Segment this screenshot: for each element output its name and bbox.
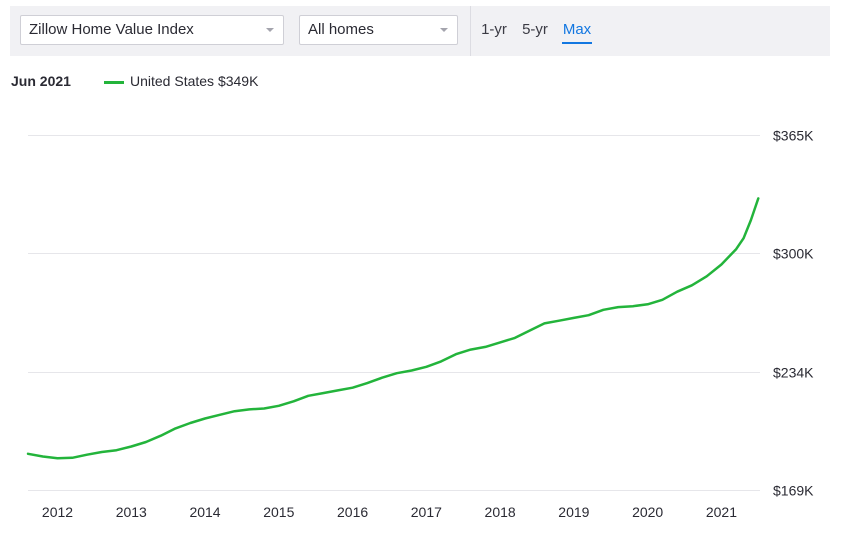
range-tab-max[interactable]: Max bbox=[562, 20, 592, 44]
index-select-value: Zillow Home Value Index bbox=[29, 21, 194, 38]
x-tick-label: 2012 bbox=[42, 504, 73, 520]
x-tick-label: 2017 bbox=[411, 504, 442, 520]
home-type-select[interactable]: All homes bbox=[299, 15, 458, 45]
series-line bbox=[26, 197, 760, 460]
y-tick-label: $300K bbox=[773, 246, 814, 262]
x-tick-label: 2016 bbox=[337, 504, 368, 520]
range-tab-1yr[interactable]: 1-yr bbox=[481, 21, 507, 38]
x-tick-label: 2015 bbox=[263, 504, 294, 520]
y-tick-label: $169K bbox=[773, 483, 814, 499]
legend-swatch bbox=[104, 81, 124, 84]
y-tick-label: $365K bbox=[773, 128, 814, 144]
index-select[interactable]: Zillow Home Value Index bbox=[20, 15, 284, 45]
toolbar-divider bbox=[470, 6, 471, 56]
x-tick-label: 2013 bbox=[116, 504, 147, 520]
chart-toolbar: Zillow Home Value Index All homes 1-yr 5… bbox=[10, 6, 830, 56]
x-tick-label: 2020 bbox=[632, 504, 663, 520]
range-tab-5yr[interactable]: 5-yr bbox=[522, 21, 548, 38]
x-tick-label: 2021 bbox=[706, 504, 737, 520]
x-tick-label: 2019 bbox=[558, 504, 589, 520]
legend-series-label: United States $349K bbox=[130, 73, 259, 89]
chevron-down-icon bbox=[266, 28, 274, 32]
home-type-select-value: All homes bbox=[308, 21, 374, 38]
y-tick-label: $234K bbox=[773, 365, 814, 381]
legend-date: Jun 2021 bbox=[11, 73, 71, 89]
x-tick-label: 2018 bbox=[485, 504, 516, 520]
chevron-down-icon bbox=[440, 28, 448, 32]
x-tick-label: 2014 bbox=[189, 504, 220, 520]
